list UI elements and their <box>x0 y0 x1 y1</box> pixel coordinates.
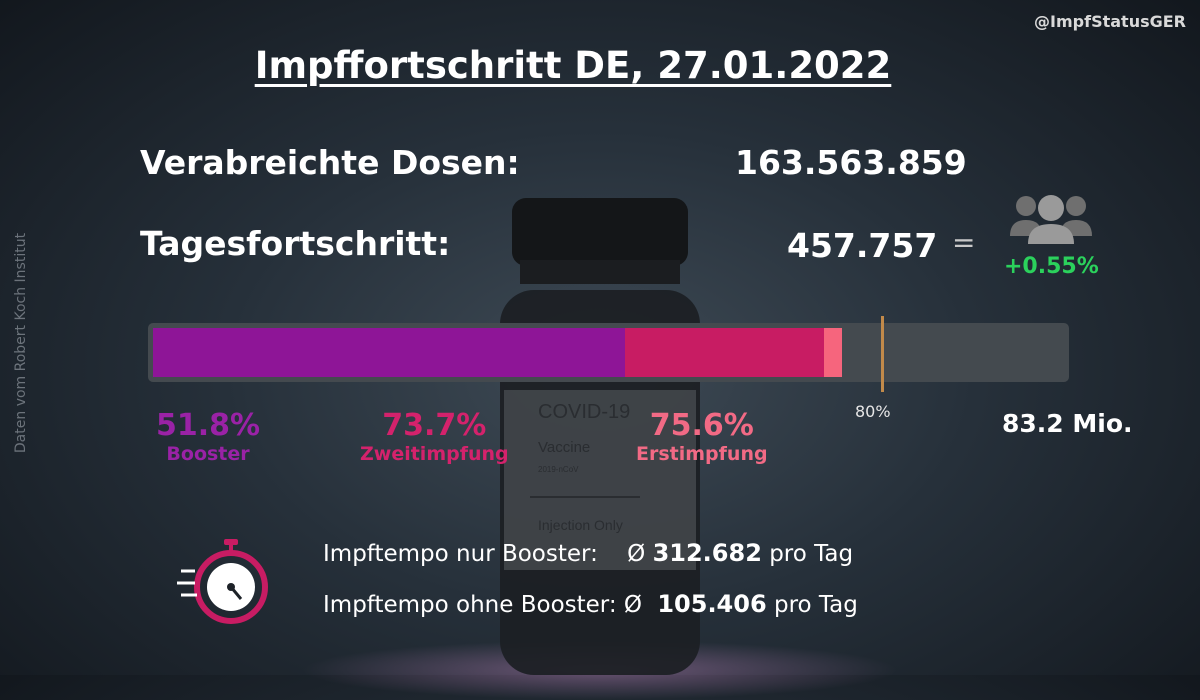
tempo-booster: Impftempo nur Booster: Ø 312.682 pro Tag <box>323 539 853 567</box>
series-value-booster: 51.8% <box>156 408 261 443</box>
daily-value: 457.757 <box>787 226 938 265</box>
series-name-erstimpfung: Erstimpfung <box>636 443 768 465</box>
stopwatch-icon <box>177 539 268 624</box>
series-value-erstimpfung: 75.6% <box>649 408 754 443</box>
tempo-other-unit: pro Tag <box>773 592 858 618</box>
page-title: Impffortschritt DE, 27.01.2022 <box>0 44 1146 87</box>
progress-bar-track <box>148 323 1069 382</box>
tempo-booster-unit: pro Tag <box>769 541 854 567</box>
target-marker-line <box>880 316 884 392</box>
tempo-other: Impftempo ohne Booster: Ø 105.406 pro Ta… <box>323 590 858 618</box>
account-handle: @ImpfStatusGER <box>1034 12 1186 31</box>
data-source-note: Daten vom Robert Koch Institut <box>10 208 32 478</box>
series-label-erstimpfung: 75.6% Erstimpfung <box>636 408 768 465</box>
population-label: 83.2 Mio. <box>1002 409 1133 438</box>
tempo-booster-value: 312.682 <box>652 539 762 567</box>
series-value-zweitimpfung: 73.7% <box>382 408 487 443</box>
tempo-other-label: Impftempo ohne Booster: <box>323 592 617 618</box>
tempo-booster-label: Impftempo nur Booster: <box>323 541 598 567</box>
doses-label: Verabreichte Dosen: <box>140 143 520 182</box>
page-title-text: Impffortschritt DE, 27.01.2022 <box>254 44 892 87</box>
svg-text:2019-nCoV: 2019-nCoV <box>538 465 579 474</box>
svg-text:Vaccine: Vaccine <box>538 439 590 456</box>
series-label-booster: 51.8% Booster <box>156 408 260 465</box>
series-name-booster: Booster <box>166 443 250 465</box>
daily-percent: +0.55% <box>1004 254 1099 279</box>
equals-sign: = <box>952 226 976 259</box>
vaccine-vial-image: COVID-19 Vaccine 2019-nCoV Injection Onl… <box>500 198 700 675</box>
doses-value: 163.563.859 <box>735 143 967 182</box>
bar-segment-booster <box>153 328 625 377</box>
people-icon <box>1010 195 1092 244</box>
tempo-booster-avg: Ø <box>627 541 646 567</box>
daily-label: Tagesfortschritt: <box>140 224 451 263</box>
series-label-zweitimpfung: 73.7% Zweitimpfung <box>360 408 509 465</box>
target-marker-label: 80% <box>855 402 891 421</box>
tempo-other-value: 105.406 <box>657 590 767 618</box>
svg-text:Injection Only: Injection Only <box>538 517 623 533</box>
data-source-text: Daten vom Robert Koch Institut <box>13 232 29 454</box>
tempo-other-avg: Ø <box>623 592 643 618</box>
series-name-zweitimpfung: Zweitimpfung <box>360 443 509 465</box>
svg-text:COVID-19: COVID-19 <box>538 401 630 423</box>
